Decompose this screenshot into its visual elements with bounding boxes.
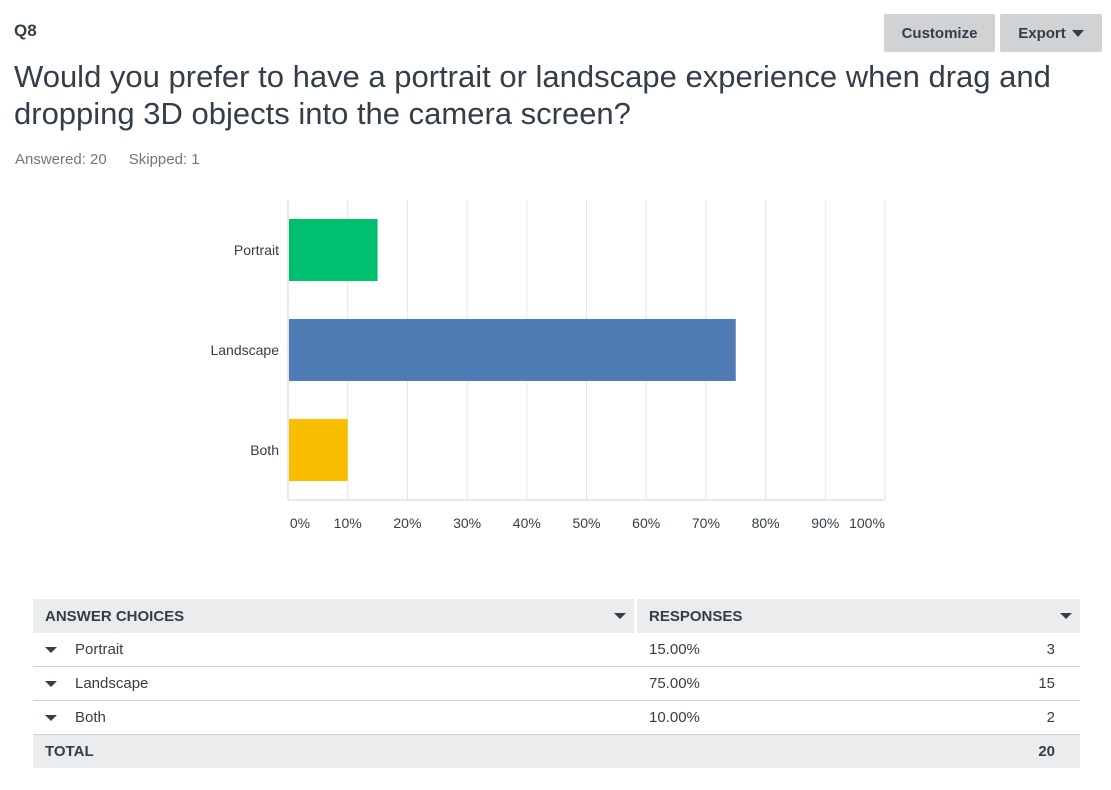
responses-table: ANSWER CHOICES RESPONSES Portrait 15.00%… xyxy=(33,599,1080,768)
x-tick-label: 70% xyxy=(692,515,720,531)
choice-count: 15 xyxy=(1038,675,1055,692)
bar-chart: 0% 10% 20% 30% 40% 50% 60% 70% 80% 90% 100% Portrai… xyxy=(210,200,886,531)
expand-caret-icon[interactable] xyxy=(45,646,57,653)
choice-percent: 15.00% xyxy=(649,641,700,658)
x-tick-label: 10% xyxy=(334,515,362,531)
choice-label: Portrait xyxy=(75,641,124,658)
choice-percent: 75.00% xyxy=(649,675,700,692)
sort-caret-icon[interactable] xyxy=(614,613,626,619)
customize-button[interactable]: Customize xyxy=(884,14,995,52)
table-row: Landscape 75.00% 15 xyxy=(33,667,1080,701)
answer-choices-header[interactable]: ANSWER CHOICES xyxy=(33,599,634,633)
expand-caret-icon[interactable] xyxy=(45,680,57,687)
expand-caret-icon[interactable] xyxy=(45,714,57,721)
export-button-label: Export xyxy=(1018,24,1066,42)
total-label: TOTAL xyxy=(45,743,94,760)
bar-both xyxy=(289,419,348,481)
x-tick-label: 20% xyxy=(393,515,421,531)
question-title: Would you prefer to have a portrait or l… xyxy=(14,59,1051,131)
customize-button-label: Customize xyxy=(901,24,978,42)
question-number: Q8 xyxy=(14,21,37,40)
x-tick-label: 0% xyxy=(290,515,310,531)
header-divider xyxy=(634,599,637,633)
responses-label: RESPONSES xyxy=(649,607,743,625)
choice-label: Both xyxy=(75,709,106,726)
table-header: ANSWER CHOICES RESPONSES xyxy=(33,599,1080,633)
x-tick-label: 100% xyxy=(849,515,885,531)
x-tick-label: 40% xyxy=(513,515,541,531)
table-row: Both 10.00% 2 xyxy=(33,701,1080,735)
bar-portrait xyxy=(289,219,378,281)
skipped-count: Skipped: 1 xyxy=(128,151,200,168)
category-label: Portrait xyxy=(234,242,279,258)
category-label: Both xyxy=(250,442,279,458)
export-button[interactable]: Export xyxy=(1000,14,1102,52)
choice-percent: 10.00% xyxy=(649,709,700,726)
caret-down-icon xyxy=(1071,29,1084,37)
answered-count: Answered: 20 xyxy=(15,151,107,168)
choice-count: 2 xyxy=(1046,709,1055,726)
x-tick-label: 90% xyxy=(811,515,839,531)
choice-count: 3 xyxy=(1046,641,1055,658)
responses-header[interactable]: RESPONSES xyxy=(637,599,1080,633)
x-tick-label: 60% xyxy=(632,515,660,531)
x-tick-label: 50% xyxy=(572,515,600,531)
choice-label: Landscape xyxy=(75,675,149,692)
table-row: Portrait 15.00% 3 xyxy=(33,633,1080,667)
total-count: 20 xyxy=(1038,743,1055,760)
x-tick-label: 80% xyxy=(752,515,780,531)
sort-caret-icon[interactable] xyxy=(1060,613,1072,619)
category-label: Landscape xyxy=(210,342,279,358)
total-row: TOTAL 20 xyxy=(33,735,1080,768)
bar-landscape xyxy=(289,319,736,381)
response-stats: Answered: 20 Skipped: 1 xyxy=(15,151,200,168)
answer-choices-label: ANSWER CHOICES xyxy=(45,607,185,625)
x-tick-label: 30% xyxy=(453,515,481,531)
